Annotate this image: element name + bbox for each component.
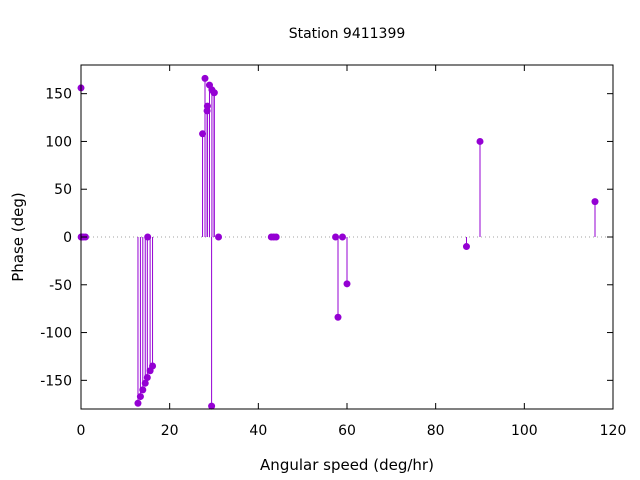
data-point: [591, 198, 599, 206]
y-axis-label: Phase (deg): [9, 192, 27, 282]
y-tick-label: -150: [40, 373, 72, 389]
data-point: [215, 233, 223, 241]
x-tick-label: 0: [77, 423, 86, 439]
y-tick-label: -50: [49, 278, 72, 294]
data-point: [208, 402, 216, 410]
data-point: [201, 74, 209, 82]
data-point: [149, 362, 157, 370]
x-tick-label: 100: [511, 423, 538, 439]
data-point: [139, 386, 147, 394]
data-point: [462, 243, 470, 251]
x-tick-label: 60: [338, 423, 356, 439]
chart-title: Station 9411399: [289, 26, 406, 42]
y-tick-label: 150: [45, 87, 72, 103]
data-point: [343, 280, 351, 288]
y-tick-label: 0: [63, 230, 72, 246]
data-point: [143, 373, 151, 381]
y-tick-label: -100: [40, 326, 72, 342]
data-point: [134, 399, 142, 407]
data-point: [136, 393, 144, 401]
data-point: [476, 137, 484, 145]
x-tick-label: 20: [161, 423, 179, 439]
data-point: [199, 130, 207, 138]
plot-area: 0 20 40 60 80 100 120 -150 -100 -50 0 50 100 150: [40, 64, 627, 439]
data-point: [210, 89, 218, 97]
x-tick-label: 80: [427, 423, 445, 439]
x-tick-label: 40: [249, 423, 267, 439]
y-tick-label: 100: [45, 134, 72, 150]
data-point: [338, 233, 346, 241]
data-point: [144, 233, 152, 241]
data-point: [272, 233, 280, 241]
data-point: [332, 233, 340, 241]
x-axis-label: Angular speed (deg/hr): [260, 456, 434, 474]
y-tick-label: 50: [54, 182, 72, 198]
data-point: [141, 379, 149, 387]
data-point: [334, 313, 342, 321]
x-tick-label: 120: [600, 423, 627, 439]
